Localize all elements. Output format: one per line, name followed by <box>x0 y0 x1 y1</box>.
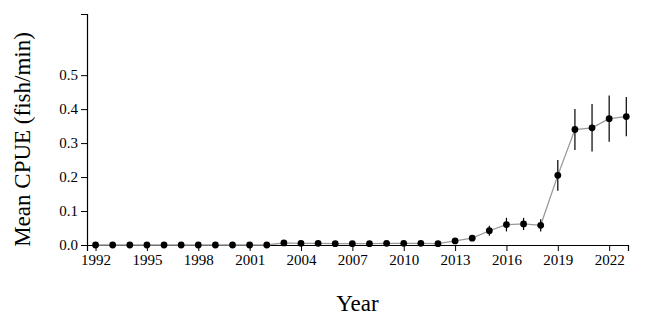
x-tick-label: 1992 <box>81 252 111 268</box>
y-tick: 0.1 <box>59 203 87 219</box>
marker <box>92 242 99 249</box>
x-axis-title: Year <box>336 291 379 316</box>
x-tick: 2013 <box>441 245 471 268</box>
marker <box>469 235 476 242</box>
x-tick-label: 2010 <box>389 252 419 268</box>
x-tick: 2019 <box>543 245 573 268</box>
y-tick-mark <box>81 245 87 246</box>
marker <box>452 238 459 245</box>
x-tick: 1995 <box>132 245 162 268</box>
marker <box>263 242 270 249</box>
marker <box>229 242 236 249</box>
y-tick-label: 0.3 <box>59 135 78 151</box>
marker <box>298 240 305 247</box>
marker <box>366 240 373 247</box>
x-tick-label: 2004 <box>287 252 318 268</box>
y-tick-mark <box>81 109 87 110</box>
x-tick: 1998 <box>184 245 214 268</box>
x-tick-mark <box>558 245 559 251</box>
marker <box>400 240 407 247</box>
y-tick-label: 0.4 <box>59 101 78 117</box>
plot: 1992 1995 1998 2001 2004 2007 2010 2013 2016 2019… <box>59 15 629 268</box>
x-tick-label: 1995 <box>132 252 162 268</box>
marker <box>589 124 596 131</box>
x-tick-label: 2013 <box>441 252 471 268</box>
x-tick: 2004 <box>287 245 318 268</box>
marker <box>315 240 322 247</box>
y-axis-line <box>81 15 88 246</box>
marker <box>606 115 613 122</box>
x-tick-label: 2007 <box>338 252 369 268</box>
y-tick-mark <box>81 177 87 178</box>
x-tick: 2001 <box>235 245 265 268</box>
x-tick-label: 2022 <box>595 252 625 268</box>
marker <box>537 222 544 229</box>
marker <box>554 172 561 179</box>
x-tick: 2022 <box>595 245 625 268</box>
marker <box>161 242 168 249</box>
y-tick-mark <box>81 75 87 76</box>
marker <box>178 242 185 249</box>
y-tick: 0.3 <box>59 135 87 151</box>
marker <box>195 242 202 249</box>
marker <box>144 242 151 249</box>
markers <box>92 113 629 248</box>
y-tick-mark <box>81 143 87 144</box>
series <box>92 96 629 249</box>
x-tick-label: 2019 <box>543 252 573 268</box>
marker <box>623 113 630 120</box>
x-tick: 2016 <box>492 245 522 268</box>
y-tick-label: 0.2 <box>59 169 78 185</box>
marker <box>246 242 253 249</box>
marker <box>486 227 493 234</box>
y-tick-label: 0.0 <box>59 237 78 253</box>
y-tick: 0.5 <box>59 67 87 83</box>
y-tick: 0.4 <box>59 101 87 117</box>
x-tick-label: 1998 <box>184 252 214 268</box>
y-tick: 0.2 <box>59 169 87 185</box>
marker <box>109 242 116 249</box>
y-axis-title: Mean CPUE (fish/min) <box>10 32 35 247</box>
error-bars <box>96 96 627 245</box>
marker <box>383 240 390 247</box>
line <box>96 117 627 245</box>
marker <box>417 240 424 247</box>
marker <box>349 240 356 247</box>
marker <box>503 221 510 228</box>
y-tick-mark <box>81 211 87 212</box>
x-tick-mark <box>455 245 456 251</box>
x-axis-line <box>88 246 629 252</box>
y-tick-label: 0.5 <box>59 67 78 83</box>
chart: 1992 1995 1998 2001 2004 2007 2010 2013 2016 2019… <box>0 0 650 325</box>
x-tick: 1992 <box>81 245 111 268</box>
x-tick-label: 2016 <box>492 252 522 268</box>
marker <box>572 126 579 133</box>
marker <box>280 240 287 247</box>
marker <box>212 242 219 249</box>
marker <box>126 242 133 249</box>
marker <box>332 240 339 247</box>
y-tick: 0.0 <box>59 237 87 253</box>
x-tick-label: 2001 <box>235 252 265 268</box>
x-tick: 2010 <box>389 245 419 268</box>
y-tick-label: 0.1 <box>59 203 78 219</box>
x-tick: 2007 <box>338 245 369 268</box>
x-tick-mark <box>609 245 610 251</box>
x-tick-mark <box>506 245 507 251</box>
marker <box>435 240 442 247</box>
x-axis: 1992 1995 1998 2001 2004 2007 2010 2013 2016 2019… <box>81 245 628 268</box>
marker <box>520 221 527 228</box>
y-axis: 0.0 0.1 0.2 0.3 0.4 0.5 <box>59 15 87 254</box>
